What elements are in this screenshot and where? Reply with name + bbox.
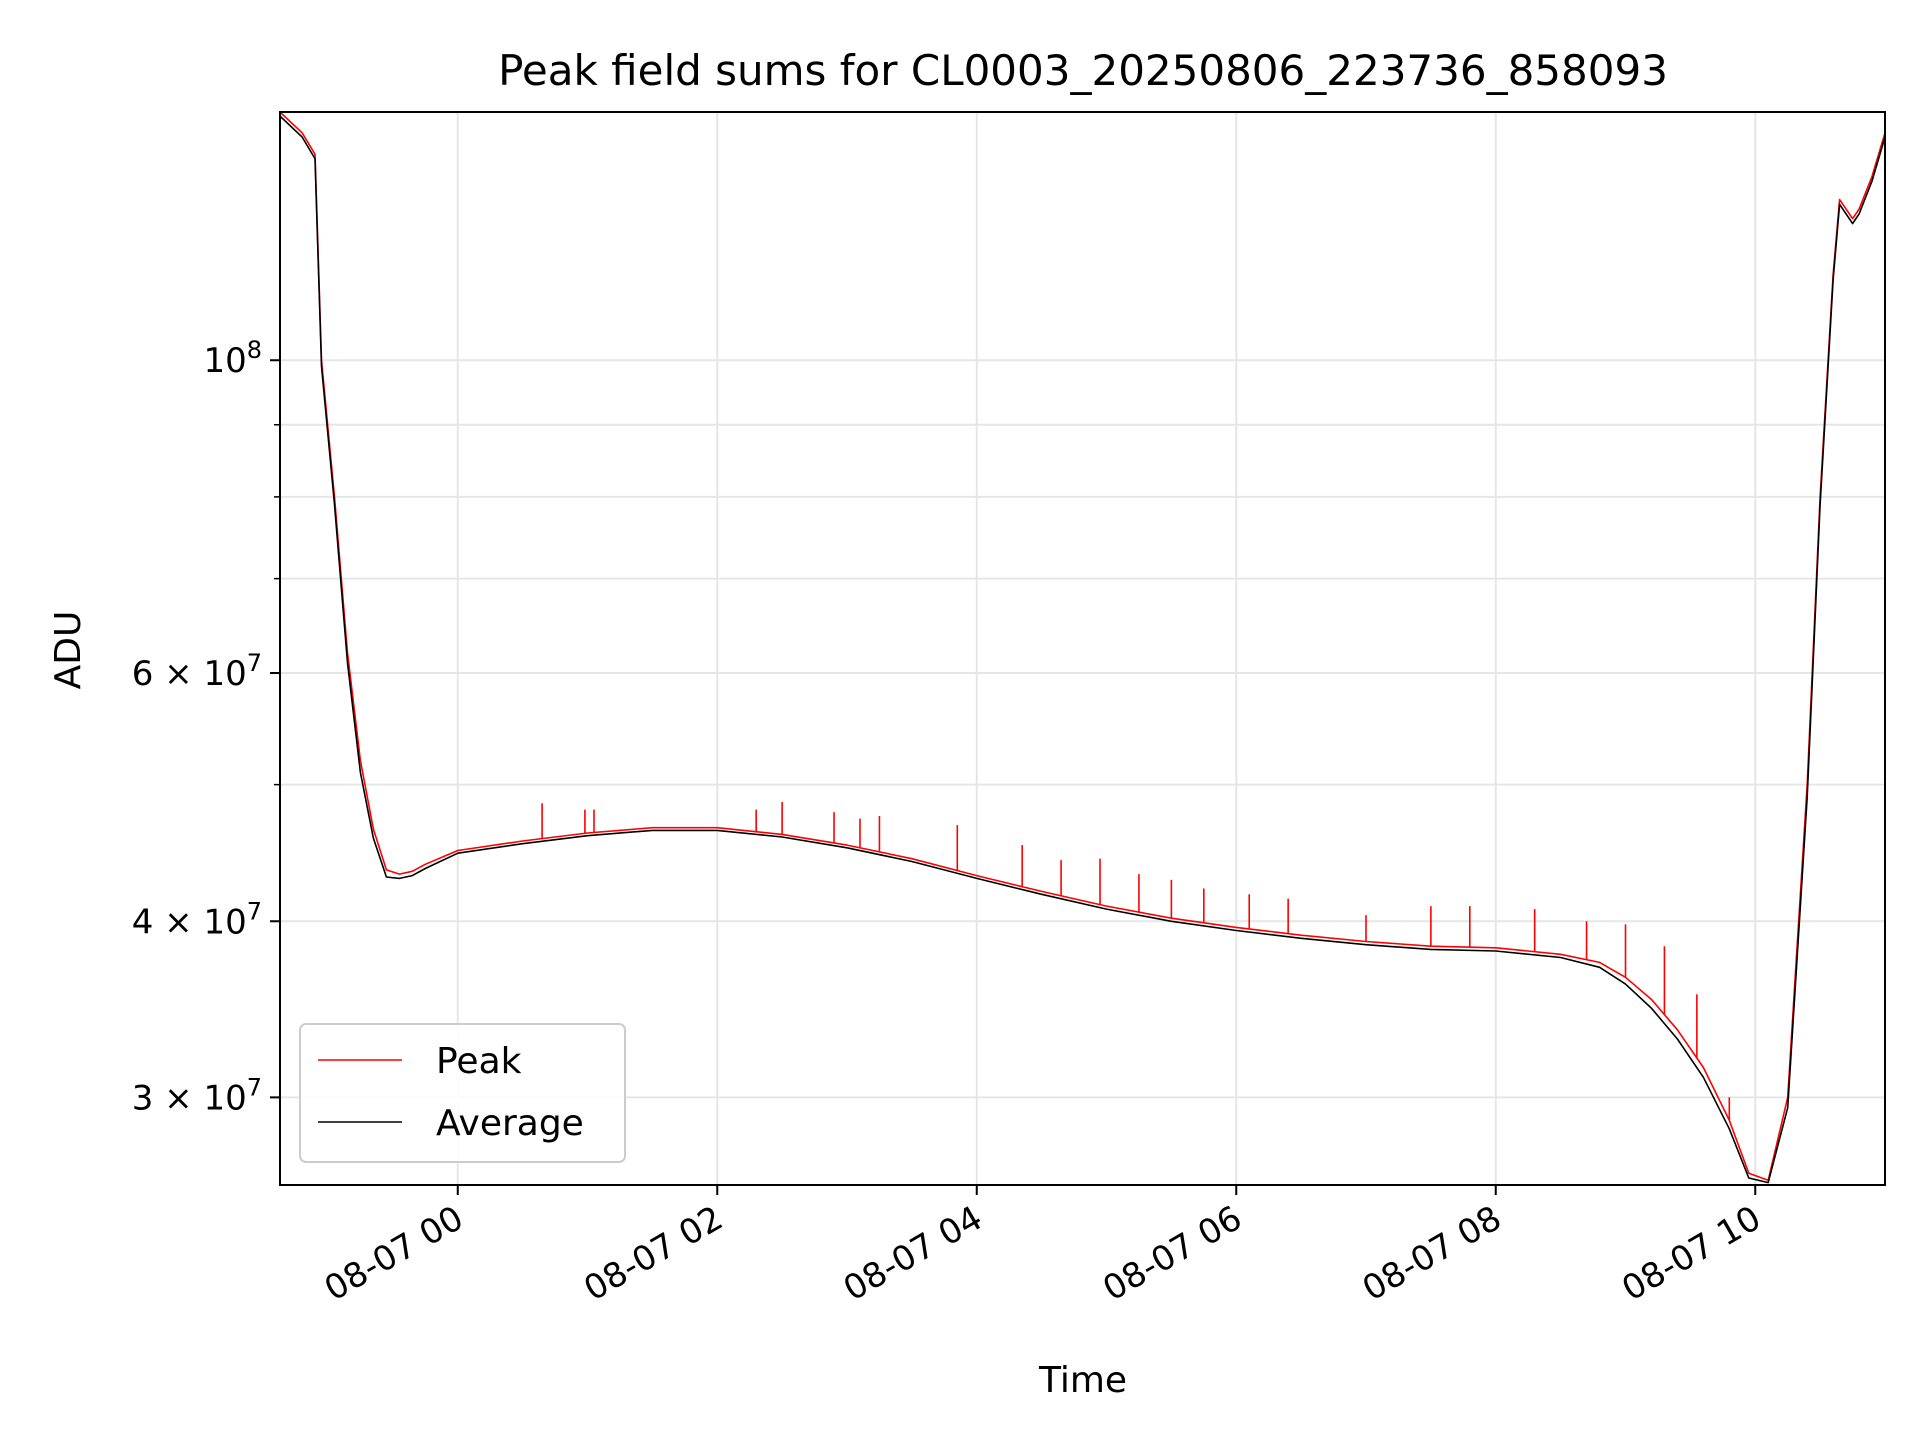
x-tick-label: 08-07 02 xyxy=(577,1198,729,1309)
x-tick-label: 08-07 00 xyxy=(318,1198,470,1309)
y-tick-label: 6 × 107 xyxy=(132,649,262,694)
chart-title: Peak field sums for CL0003_20250806_2237… xyxy=(498,46,1668,95)
x-tick-label: 08-07 06 xyxy=(1096,1198,1248,1309)
legend-label-peak: Peak xyxy=(436,1041,522,1082)
y-axis-label: ADU xyxy=(48,611,89,690)
x-tick-label: 08-07 04 xyxy=(837,1198,989,1309)
legend: Peak Average xyxy=(299,1023,626,1163)
y-tick-label: 108 xyxy=(203,336,262,381)
series-line-average xyxy=(280,115,1885,1184)
series-layer xyxy=(280,112,1885,1184)
x-tick-label: 08-07 10 xyxy=(1615,1198,1767,1309)
series-line-peak xyxy=(280,112,1885,1182)
y-tick-label: 4 × 107 xyxy=(132,897,262,942)
legend-label-average: Average xyxy=(436,1103,584,1144)
y-tick-label: 3 × 107 xyxy=(132,1073,262,1118)
x-axis-label: Time xyxy=(1038,1360,1127,1401)
axis-ticks: 08-07 00 08-07 02 08-07 04 08-07 06 08-07 08… xyxy=(132,336,1768,1309)
grid-lines xyxy=(280,112,1885,1185)
x-tick-label: 08-07 08 xyxy=(1356,1198,1508,1309)
plot-frame xyxy=(279,111,1886,1186)
legend-box xyxy=(299,1023,626,1163)
